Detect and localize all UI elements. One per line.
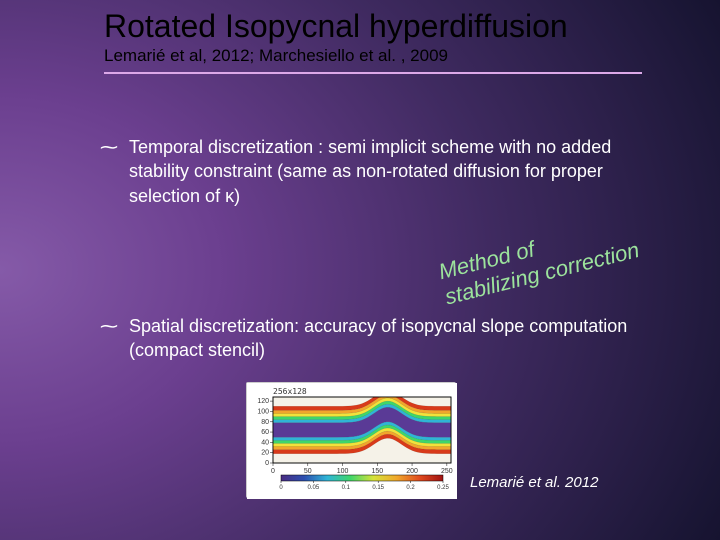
svg-text:256x128: 256x128 bbox=[273, 387, 307, 396]
chart-caption: Lemarié et al. 2012 bbox=[470, 474, 598, 491]
svg-text:0: 0 bbox=[271, 468, 275, 475]
svg-text:100: 100 bbox=[257, 408, 269, 415]
chart-isopycnal: 256x12805010015020025002040608010012000.… bbox=[246, 382, 456, 498]
svg-text:250: 250 bbox=[441, 468, 453, 475]
svg-text:0.25: 0.25 bbox=[437, 485, 449, 491]
bullet-text: Temporal discretization : semi implicit … bbox=[129, 135, 659, 208]
svg-text:20: 20 bbox=[261, 450, 269, 457]
bullet-text: Spatial discretization: accuracy of isop… bbox=[129, 314, 659, 363]
bullet-symbol: ⁓ bbox=[100, 135, 124, 159]
svg-text:200: 200 bbox=[406, 468, 418, 475]
title-rule bbox=[104, 72, 642, 74]
svg-text:0.15: 0.15 bbox=[372, 485, 384, 491]
bullet-spatial: ⁓ Spatial discretization: accuracy of is… bbox=[100, 314, 660, 363]
svg-text:150: 150 bbox=[371, 468, 383, 475]
bullet-temporal: ⁓ Temporal discretization : semi implici… bbox=[100, 135, 660, 208]
title-block: Rotated Isopycnal hyperdiffusion Lemarié… bbox=[104, 10, 664, 74]
svg-text:0.05: 0.05 bbox=[308, 485, 320, 491]
chart-svg: 256x12805010015020025002040608010012000.… bbox=[247, 383, 457, 499]
svg-text:100: 100 bbox=[337, 468, 349, 475]
svg-text:80: 80 bbox=[261, 419, 269, 426]
svg-text:0.1: 0.1 bbox=[342, 485, 351, 491]
svg-text:40: 40 bbox=[261, 439, 269, 446]
slide-subtitle: Lemarié et al, 2012; Marchesiello et al.… bbox=[104, 46, 664, 66]
bullet-symbol: ⁓ bbox=[100, 314, 124, 338]
svg-text:0: 0 bbox=[265, 460, 269, 467]
slide: { "title": "Rotated Isopycnal hyperdiffu… bbox=[0, 0, 720, 540]
annotation-method: Method of stabilizing correction bbox=[436, 212, 642, 311]
svg-text:0.2: 0.2 bbox=[406, 485, 415, 491]
svg-text:60: 60 bbox=[261, 429, 269, 436]
slide-title: Rotated Isopycnal hyperdiffusion bbox=[104, 10, 664, 44]
svg-text:50: 50 bbox=[304, 468, 312, 475]
svg-text:120: 120 bbox=[257, 398, 269, 405]
